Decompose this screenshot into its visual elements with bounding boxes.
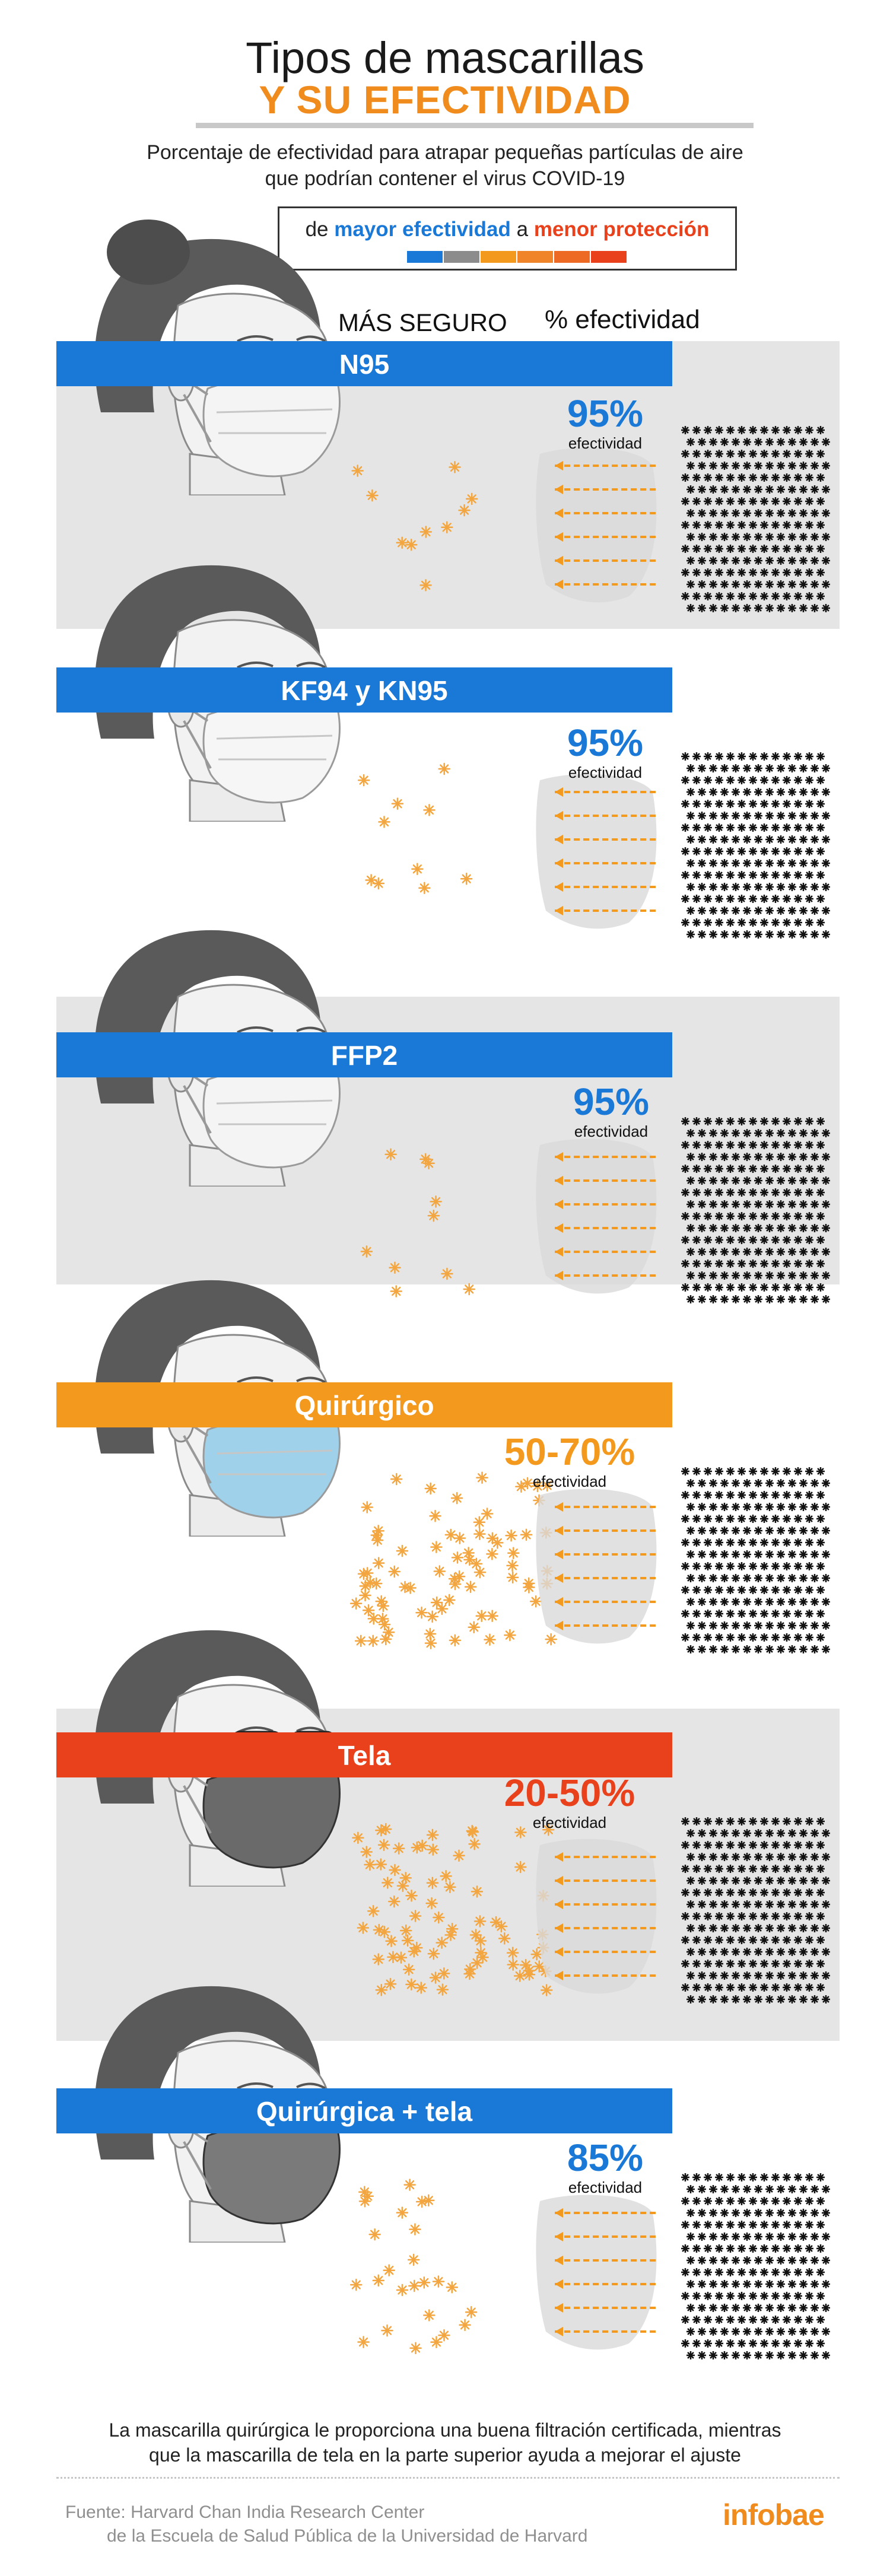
mask-type-label: FFP2 [330, 1040, 398, 1071]
footnote-line-1: La mascarilla quirúrgica le proporciona … [109, 2419, 781, 2441]
legend-swatch [444, 251, 479, 263]
effectiveness-percent: 85% [567, 2136, 644, 2179]
airborne-particles [357, 762, 657, 929]
title-divider [196, 123, 754, 128]
mask-type-label: Tela [338, 1740, 391, 1771]
mask-type-label: Quirúrgica + tela [256, 2096, 473, 2127]
subtitle-line-2: que podrían contener el virus COVID-19 [265, 167, 625, 190]
airborne-particles [352, 1823, 657, 1996]
effectiveness-percent: 50-70% [504, 1430, 635, 1473]
filter-mesh-pattern [681, 426, 830, 612]
mask-type-label: Quirúrgico [294, 1390, 434, 1421]
column-header-effectiveness: % efectividad [545, 305, 700, 334]
legend-low-label: menor protección [533, 218, 710, 241]
effectiveness-percent: 95% [567, 721, 644, 764]
legend-color-scale [407, 251, 628, 263]
footnote-line-2: que la mascarilla de tela en la parte su… [149, 2444, 741, 2466]
airborne-particles [350, 2179, 657, 2355]
legend-swatch [517, 251, 553, 263]
effectiveness-sublabel: efectividad [532, 1473, 607, 1490]
effectiveness-legend: de mayor efectividad a menor protección [278, 206, 737, 271]
airborne-particles [351, 447, 657, 603]
mask-type-band: Tela [56, 1732, 672, 1777]
legend-swatch [554, 251, 590, 263]
legend-text: de mayor efectividad a menor protección [279, 218, 735, 241]
legend-swatch [481, 251, 516, 263]
legend-swatch [407, 251, 443, 263]
mask-type-band: Quirúrgico [56, 1382, 672, 1427]
footer-divider [56, 2477, 840, 2479]
mask-type-band: Quirúrgica + tela [56, 2088, 672, 2133]
effectiveness-percent: 95% [573, 1080, 650, 1123]
legend-high-label: mayor efectividad [334, 218, 511, 241]
filter-mesh-pattern [681, 1467, 830, 1653]
mask-type-label: N95 [339, 349, 390, 380]
filter-mesh-pattern [681, 1817, 830, 2003]
effectiveness-percent: 20-50% [504, 1772, 635, 1814]
legend-mid: a [516, 218, 529, 241]
airborne-particles [360, 1138, 657, 1297]
effectiveness-sublabel: efectividad [532, 1814, 607, 1831]
infobae-logo: infobae [723, 2498, 825, 2532]
airborne-particles [349, 1471, 657, 1649]
filter-mesh-pattern [681, 2173, 830, 2359]
effectiveness-sublabel: efectividad [574, 1122, 649, 1140]
effectiveness-sublabel: efectividad [568, 2179, 643, 2196]
title-line-2: Y SU EFECTIVIDAD [259, 78, 631, 122]
effectiveness-sublabel: efectividad [568, 764, 643, 781]
effectiveness-percent: 95% [567, 392, 644, 435]
filter-mesh-pattern [681, 752, 830, 939]
filter-mesh-pattern [681, 1117, 830, 1303]
legend-swatch [591, 251, 627, 263]
title-line-1: Tipos de mascarillas [246, 33, 644, 82]
mask-type-label: KF94 y KN95 [281, 675, 448, 706]
column-header-safest: MÁS SEGURO [338, 309, 507, 336]
source-line-1: Fuente: Harvard Chan India Research Cent… [65, 2502, 425, 2522]
subtitle-line-1: Porcentaje de efectividad para atrapar p… [147, 141, 743, 164]
mask-type-band: FFP2 [56, 1032, 672, 1077]
mask-type-band: N95 [56, 341, 672, 386]
legend-prefix: de [305, 218, 329, 241]
effectiveness-sublabel: efectividad [568, 434, 643, 452]
face-illustration [94, 930, 341, 1187]
mask-type-band: KF94 y KN95 [56, 667, 672, 713]
source-line-2: de la Escuela de Salud Pública de la Uni… [107, 2526, 588, 2546]
